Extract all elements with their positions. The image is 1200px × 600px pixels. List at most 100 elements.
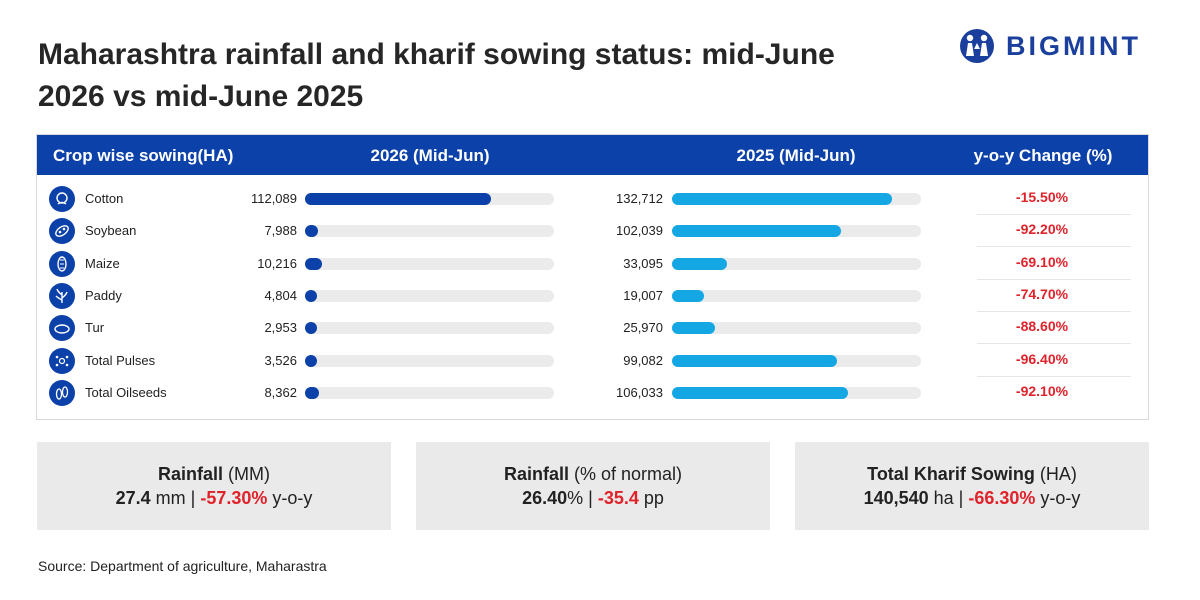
value-2025-label: 25,970 — [623, 320, 663, 336]
card-delta: -66.30% — [968, 488, 1036, 508]
cotton-icon — [49, 186, 75, 212]
crop-label: Paddy — [85, 287, 122, 303]
value-2025-label: 33,095 — [623, 255, 663, 271]
card-value-unit: ha | — [928, 488, 969, 508]
soybean-icon — [49, 218, 75, 245]
sowing-table-panel: Crop wise sowing(HA) 2026 (Mid-Jun) 2025… — [36, 134, 1149, 420]
bar-2026 — [305, 289, 317, 302]
bar-track-2025 — [672, 193, 921, 205]
bar-track-2026 — [305, 322, 554, 335]
row-divider — [977, 310, 1131, 312]
value-2025-label: 102,039 — [616, 223, 663, 239]
card-suffix: y-o-y — [1035, 488, 1081, 508]
bar-track-2025 — [672, 354, 921, 367]
bar-2026 — [305, 386, 319, 399]
bar-2026 — [305, 354, 317, 367]
card-label: Total Kharif Sowing — [867, 464, 1035, 484]
bar-track-2026 — [305, 386, 554, 399]
card-unit: (% of normal) — [568, 464, 683, 484]
value-2026-label: 2,953 — [264, 320, 297, 336]
bar-2025 — [672, 193, 893, 205]
value-2025-label: 132,712 — [616, 191, 663, 206]
header-2026: 2026 (Mid-Jun) — [370, 146, 490, 165]
bar-track-2026 — [305, 193, 554, 205]
crop-label: Soybean — [85, 223, 137, 239]
yoy-change-label: -92.20% — [1015, 221, 1069, 238]
pulses-icon — [49, 347, 75, 374]
yoy-change-label: -88.60% — [1015, 318, 1069, 335]
tur-icon — [49, 315, 75, 342]
maize-icon — [49, 250, 75, 277]
yoy-change-label: -74.70% — [1015, 285, 1069, 302]
crop-label: Tur — [85, 320, 105, 336]
row-divider — [977, 214, 1131, 215]
header-2025: 2025 (Mid-Jun) — [736, 146, 856, 165]
row-divider — [977, 375, 1131, 377]
bar-track-2025 — [672, 225, 921, 238]
row-divider — [977, 278, 1131, 280]
value-2026-label: 4,804 — [264, 287, 297, 303]
page-title: Maharashtra rainfall and kharif sowing s… — [38, 38, 835, 113]
yoy-change-label: -92.10% — [1015, 382, 1069, 399]
card-value: 27.4 — [115, 488, 151, 508]
row-divider — [977, 343, 1131, 345]
value-2025-label: 19,007 — [623, 287, 663, 303]
yoy-change-label: -15.50% — [1015, 189, 1069, 205]
bar-2025 — [672, 386, 848, 399]
value-2026-label: 112,089 — [250, 191, 297, 206]
card-suffix: pp — [638, 488, 664, 508]
bar-track-2025 — [672, 386, 921, 399]
value-2026-label: 8,362 — [264, 384, 297, 400]
row-divider — [977, 246, 1131, 248]
card-unit: (HA) — [1034, 464, 1077, 484]
source-note: Source: Department of agriculture, Mahar… — [38, 558, 327, 574]
paddy-icon — [49, 282, 75, 309]
bar-2026 — [305, 257, 322, 270]
bar-track-2026 — [305, 257, 554, 270]
card-suffix: y-o-y — [267, 488, 313, 508]
value-2026-label: 10,216 — [257, 255, 297, 271]
card-value-unit: % | — [567, 488, 598, 508]
bar-track-2025 — [672, 257, 921, 270]
yoy-change-label: -96.40% — [1015, 350, 1069, 367]
header-crop: Crop wise sowing(HA) — [53, 146, 234, 165]
header-change: y-o-y Change (%) — [973, 146, 1113, 165]
bar-track-2026 — [305, 354, 554, 367]
bar-2025 — [672, 354, 837, 367]
bar-track-2026 — [305, 225, 554, 238]
bar-2025 — [672, 289, 704, 302]
oilseeds-icon — [49, 379, 75, 406]
crop-label: Total Pulses — [85, 352, 156, 368]
kharif-sowing-card: Total Kharif Sowing (HA) 140,540 ha | -6… — [795, 442, 1149, 530]
bar-track-2025 — [672, 289, 921, 302]
value-2026-label: 3,526 — [264, 352, 297, 368]
rainfall-pct-card: Rainfall (% of normal) 26.40% | -35.4 pp — [416, 442, 770, 530]
card-value-unit: mm | — [150, 488, 201, 508]
value-2025-label: 99,082 — [623, 352, 663, 368]
logo-mark-icon — [960, 29, 994, 63]
bar-2025 — [672, 225, 842, 238]
bar-2025 — [672, 322, 716, 335]
card-unit: (MM) — [223, 464, 270, 484]
bar-track-2026 — [305, 289, 554, 302]
bigmint-logo: BIGMINT — [958, 28, 1141, 64]
bar-track-2025 — [672, 322, 921, 335]
table-header: Crop wise sowing(HA) 2026 (Mid-Jun) 2025… — [37, 135, 1148, 175]
card-delta: -35.4 — [597, 488, 639, 508]
bar-2026 — [305, 225, 319, 238]
card-label: Rainfall — [503, 464, 569, 484]
card-delta: -57.30% — [200, 488, 268, 508]
bar-2025 — [672, 257, 727, 270]
crop-label: Maize — [85, 255, 120, 271]
crop-label: Total Oilseeds — [85, 384, 167, 400]
card-value: 26.40 — [522, 488, 568, 508]
card-value: 140,540 — [863, 488, 929, 508]
logo-text: BIGMINT — [1006, 30, 1141, 61]
yoy-change-label: -69.10% — [1015, 253, 1069, 270]
value-2025-label: 106,033 — [616, 384, 663, 400]
bar-2026 — [305, 322, 317, 335]
bar-2026 — [305, 193, 492, 205]
card-label: Rainfall — [158, 464, 224, 484]
rainfall-mm-card: Rainfall (MM) 27.4 mm | -57.30% y-o-y — [37, 442, 391, 530]
value-2026-label: 7,988 — [264, 223, 297, 239]
